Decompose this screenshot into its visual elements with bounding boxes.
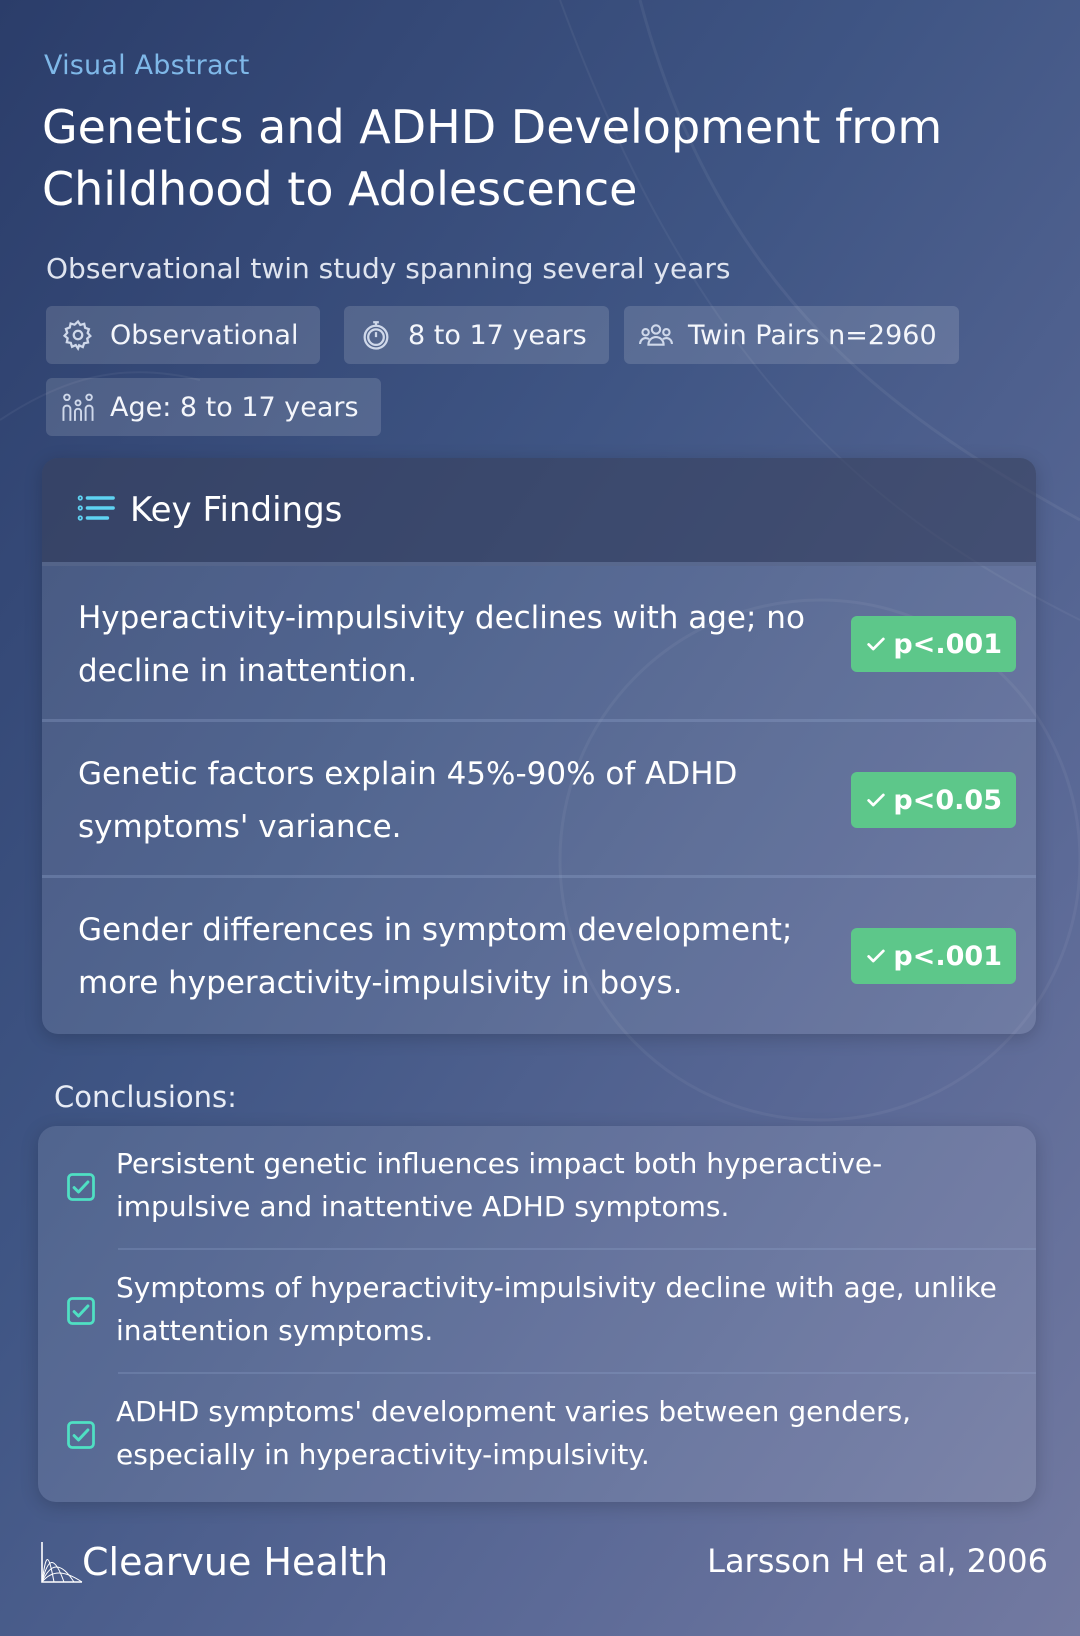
chip-study-type: Observational	[46, 306, 321, 364]
chip-sample-size: Twin Pairs n=2960	[624, 306, 959, 364]
chip-label: Age: 8 to 17 years	[110, 391, 359, 423]
finding-text: Gender differences in symptom developmen…	[78, 912, 793, 1001]
conclusion-text: Symptoms of hyperactivity-impulsivity de…	[116, 1271, 997, 1347]
check-icon	[867, 793, 886, 807]
chip-duration: 8 to 17 years	[344, 306, 609, 364]
family-icon	[60, 389, 96, 425]
key-findings-heading: Key Findings	[130, 490, 343, 530]
conclusion-text: ADHD symptoms' development varies betwee…	[116, 1395, 912, 1471]
p-value-badge: p<0.05	[851, 772, 1016, 828]
check-icon	[867, 949, 886, 963]
finding-row: Hyperactivity-impulsivity declines with …	[42, 566, 1036, 722]
conclusions-heading: Conclusions:	[54, 1080, 237, 1114]
p-value-badge: p<.001	[851, 616, 1016, 672]
chip-label: Twin Pairs n=2960	[688, 319, 937, 351]
p-value: p<.001	[893, 628, 1002, 660]
finding-text: Genetic factors explain 45%-90% of ADHD …	[78, 756, 738, 845]
conclusion-item: Symptoms of hyperactivity-impulsivity de…	[38, 1250, 1036, 1374]
stopwatch-icon	[358, 317, 394, 353]
check-icon	[867, 637, 886, 651]
key-findings-card: Key Findings Hyperactivity-impulsivity d…	[42, 458, 1036, 1034]
list-icon	[76, 492, 116, 528]
conclusions-card: Persistent genetic influences impact bot…	[38, 1126, 1036, 1502]
gear-icon	[60, 317, 96, 353]
p-value-badge: p<.001	[851, 928, 1016, 984]
chip-label: 8 to 17 years	[408, 319, 587, 351]
page-title: Genetics and ADHD Development from Child…	[42, 100, 943, 216]
conclusion-item: Persistent genetic influences impact bot…	[38, 1126, 1036, 1250]
group-icon	[638, 317, 674, 353]
finding-text: Hyperactivity-impulsivity declines with …	[78, 600, 805, 689]
brand-name: Clearvue Health	[82, 1540, 389, 1584]
conclusion-text: Persistent genetic influences impact bot…	[116, 1147, 883, 1223]
conclusion-item: ADHD symptoms' development varies betwee…	[38, 1374, 1036, 1498]
study-subtitle: Observational twin study spanning severa…	[46, 252, 731, 285]
finding-row: Genetic factors explain 45%-90% of ADHD …	[42, 722, 1036, 878]
citation: Larsson H et al, 2006	[707, 1542, 1048, 1580]
chip-age-range: Age: 8 to 17 years	[46, 378, 381, 436]
checkbox-checked-icon	[67, 1421, 95, 1449]
checkbox-checked-icon	[67, 1173, 95, 1201]
checkbox-checked-icon	[67, 1297, 95, 1325]
key-findings-header: Key Findings	[42, 458, 1036, 566]
p-value: p<.001	[893, 940, 1002, 972]
p-value: p<0.05	[893, 784, 1002, 816]
finding-row: Gender differences in symptom developmen…	[42, 878, 1036, 1034]
chip-label: Observational	[110, 319, 299, 351]
brand-mark-icon	[41, 1542, 83, 1583]
eyebrow-label: Visual Abstract	[44, 50, 250, 81]
brand-logo: Clearvue Health	[40, 1540, 388, 1584]
